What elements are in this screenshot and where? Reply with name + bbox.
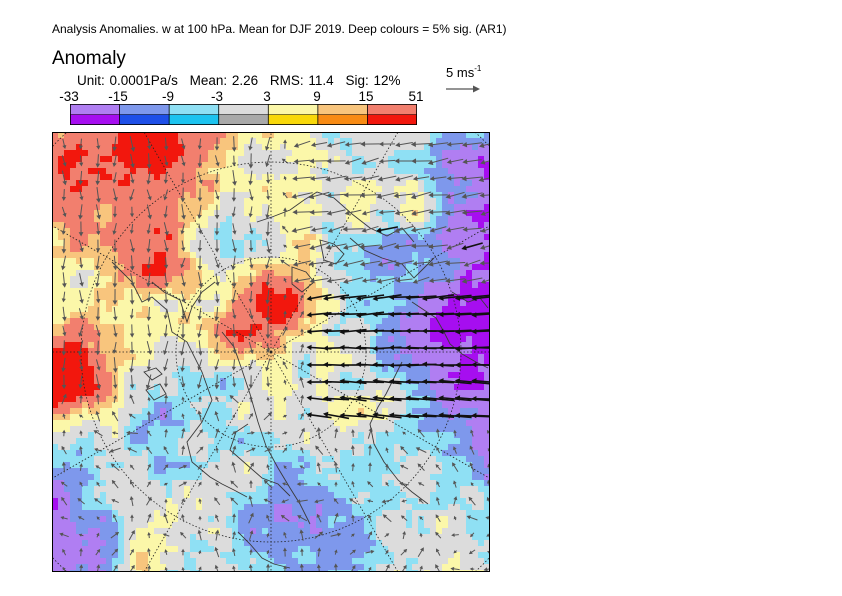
colorbar-pale-swatch (119, 104, 170, 115)
colorbar-label: 15 (358, 89, 374, 104)
colorbar-pale-swatch (367, 104, 417, 115)
colorbar-deep-swatch (367, 114, 417, 125)
colorbar-deep-swatch (70, 114, 120, 125)
colorbar-label: 51 (408, 89, 424, 104)
colorbar-tick-labels: -33 -15 -9 -3 3 9 15 51 (52, 89, 432, 105)
colorbar-pale-swatch (268, 104, 318, 115)
anomaly-field (52, 132, 490, 572)
colorbar-deep-swatch (218, 114, 269, 125)
stats-line: Unit: 0.0001Pa/s Mean: 2.26 RMS: 11.4 Si… (77, 73, 408, 88)
reference-vector-exponent: -1 (474, 64, 482, 73)
colorbar-pale-swatch (218, 104, 269, 115)
plot-title: Analysis Anomalies. w at 100 hPa. Mean f… (52, 22, 507, 36)
colorbar-label: -3 (210, 89, 224, 104)
colorbar-deep-swatch (317, 114, 368, 125)
colorbar-pale-swatch (317, 104, 368, 115)
reference-vector-arrow-icon (446, 85, 480, 93)
colorbar-label: 3 (263, 89, 271, 104)
map-frame (52, 132, 490, 572)
reference-vector-unit: ms (456, 65, 475, 80)
colorbar-label: -33 (59, 89, 79, 104)
colorbar-deep-swatch (268, 114, 318, 125)
colorbar-label: -9 (161, 89, 175, 104)
unit-label: Unit: 0.0001Pa/s (77, 73, 178, 88)
plot-heading: Anomaly (52, 48, 126, 69)
anomaly-map (52, 132, 490, 572)
colorbar-deep-swatch (169, 114, 219, 125)
sig-label: Sig: 12% (345, 73, 401, 88)
colorbar-label: 9 (313, 89, 321, 104)
colorbar-label: -15 (108, 89, 128, 104)
rms-label: RMS: 11.4 (269, 73, 334, 88)
reference-vector-label: 5 ms-1 (446, 64, 481, 80)
colorbar (70, 104, 417, 125)
reference-vector-value: 5 (446, 65, 454, 80)
colorbar-pale-swatch (169, 104, 219, 115)
mean-label: Mean: 2.26 (189, 73, 259, 88)
colorbar-pale-swatch (70, 104, 120, 115)
wind-vectors (59, 135, 490, 572)
colorbar-deep-swatch (119, 114, 170, 125)
lat-lon-grid (52, 132, 490, 572)
coastlines (111, 191, 489, 569)
